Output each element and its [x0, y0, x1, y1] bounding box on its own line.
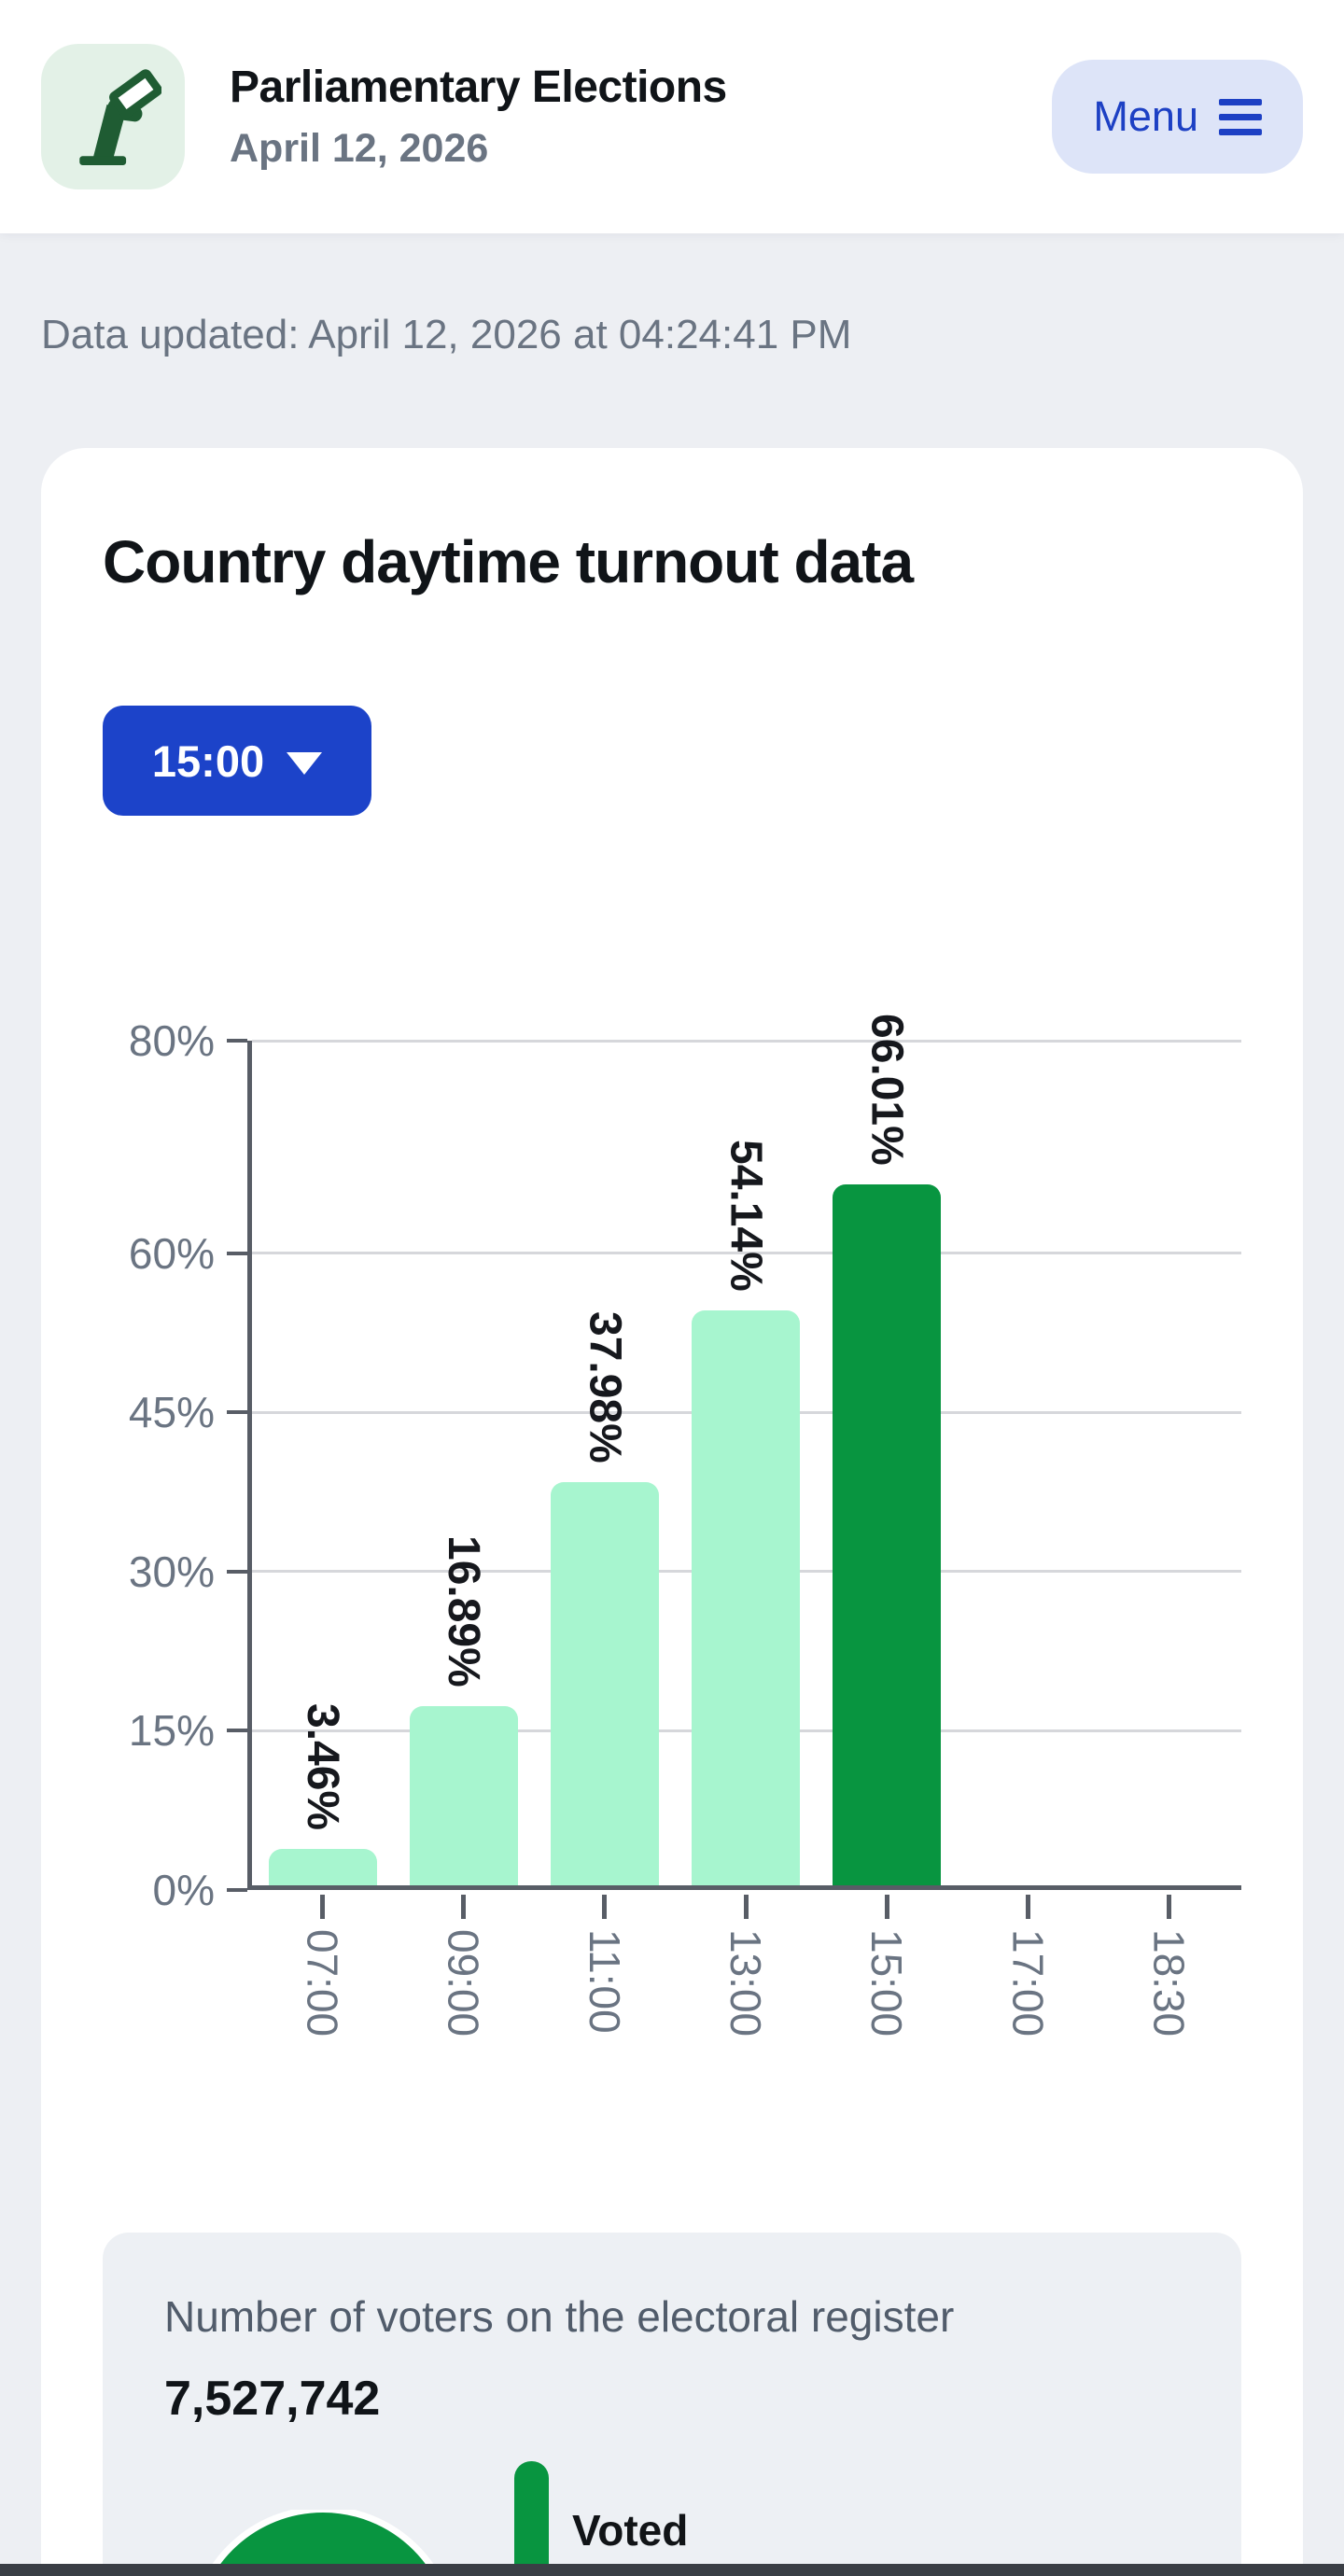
data-updated-text: Data updated: April 12, 2026 at 04:24:41…: [41, 312, 852, 357]
register-label: Number of voters on the electoral regist…: [164, 2292, 955, 2341]
y-axis-label: 15%: [128, 1706, 215, 1756]
menu-button-label: Menu: [1093, 92, 1198, 140]
bottom-bar: [0, 2564, 1344, 2576]
x-axis-tick: [1166, 1895, 1171, 1919]
y-axis-tick: [227, 1410, 247, 1415]
y-axis-label: 60%: [128, 1228, 215, 1278]
bar-09:00[interactable]: [409, 1705, 518, 1885]
legend-marker-voted: [514, 2461, 549, 2576]
x-axis-label-15:00: 15:00: [862, 1929, 912, 2037]
x-axis-label-09:00: 09:00: [439, 1929, 488, 2037]
legend-label-voted: Voted: [572, 2506, 689, 2555]
gridline: [252, 1039, 1241, 1043]
app-date: April 12, 2026: [230, 126, 489, 171]
menu-button[interactable]: Menu: [1052, 60, 1303, 174]
x-axis-tick: [320, 1895, 326, 1919]
turnout-donut-chart[interactable]: [192, 2510, 454, 2576]
y-axis-label: 80%: [128, 1016, 215, 1065]
app-title: Parliamentary Elections: [230, 63, 727, 112]
bar-value-label-09:00: 16.89%: [439, 1535, 489, 1687]
time-dropdown[interactable]: 15:00: [103, 706, 371, 816]
bar-11:00[interactable]: [550, 1481, 659, 1885]
x-axis-tick: [1025, 1895, 1030, 1919]
time-dropdown-value: 15:00: [151, 735, 265, 786]
y-axis-tick: [227, 1888, 247, 1892]
app-titles: Parliamentary Elections April 12, 2026: [230, 62, 727, 172]
y-axis-tick: [227, 1039, 247, 1043]
register-card: Number of voters on the electoral regist…: [103, 2233, 1241, 2576]
ballot-icon: [41, 44, 185, 189]
x-axis-label-11:00: 11:00: [580, 1929, 629, 2034]
x-axis-label-18:30: 18:30: [1144, 1929, 1194, 2037]
x-axis-label-13:00: 13:00: [721, 1929, 770, 2037]
bar-13:00[interactable]: [692, 1310, 800, 1885]
bar-value-label-15:00: 66.01%: [861, 1014, 912, 1167]
bar-15:00[interactable]: [833, 1184, 942, 1885]
y-axis-tick: [227, 1729, 247, 1733]
turnout-card: Country daytime turnout data 15:00 3.46%…: [41, 448, 1303, 2576]
y-axis-label: 45%: [128, 1388, 215, 1437]
card-title: Country daytime turnout data: [103, 528, 914, 595]
y-axis-tick: [227, 1569, 247, 1574]
gridline: [252, 1252, 1241, 1254]
y-axis-tick: [227, 1251, 247, 1255]
hamburger-icon: [1219, 98, 1262, 135]
x-axis-tick: [884, 1895, 889, 1919]
x-axis-label-07:00: 07:00: [298, 1929, 347, 2037]
app-header: Parliamentary Elections April 12, 2026 M…: [0, 0, 1344, 233]
bar-value-label-07:00: 3.46%: [298, 1702, 348, 1830]
y-axis-label: 30%: [128, 1547, 215, 1596]
x-axis-tick: [743, 1895, 749, 1919]
bar-07:00[interactable]: [268, 1848, 377, 1885]
plot-area: 3.46% 16.89% 37.98% 54.14% 66.01%: [247, 1014, 1241, 1890]
x-axis-label-17:00: 17:00: [1003, 1929, 1053, 2037]
caret-down-icon: [287, 752, 323, 775]
app-brand: Parliamentary Elections April 12, 2026: [41, 44, 727, 189]
bar-value-label-13:00: 54.14%: [721, 1140, 771, 1293]
register-value: 7,527,742: [164, 2372, 381, 2426]
bar-value-label-11:00: 37.98%: [580, 1311, 630, 1463]
turnout-bar-chart: 3.46% 16.89% 37.98% 54.14% 66.01% 0% 15% 30% 45%…: [103, 1014, 1241, 2114]
y-axis-label: 0%: [152, 1866, 215, 1914]
x-axis-tick: [602, 1895, 608, 1919]
x-axis-tick: [461, 1895, 467, 1919]
